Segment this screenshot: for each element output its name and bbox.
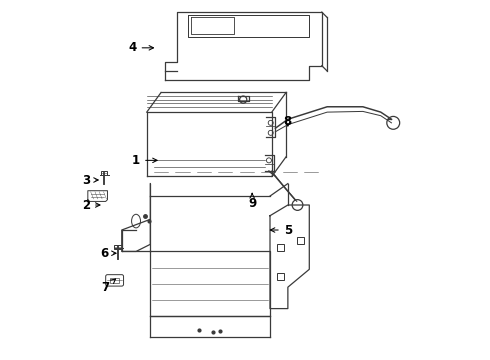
Text: 5: 5 bbox=[270, 224, 292, 237]
Bar bbox=[100, 171, 107, 175]
Text: 2: 2 bbox=[82, 198, 100, 212]
Text: 6: 6 bbox=[100, 247, 116, 260]
Text: 4: 4 bbox=[128, 41, 153, 54]
Bar bbox=[110, 278, 119, 283]
Bar bbox=[277, 244, 284, 251]
Text: 9: 9 bbox=[248, 193, 256, 210]
Text: 3: 3 bbox=[82, 174, 98, 186]
Text: 1: 1 bbox=[132, 154, 157, 167]
Text: 8: 8 bbox=[284, 114, 292, 127]
Bar bbox=[114, 245, 122, 249]
Bar bbox=[297, 237, 304, 244]
Text: 7: 7 bbox=[101, 279, 116, 294]
Bar bbox=[277, 273, 284, 280]
